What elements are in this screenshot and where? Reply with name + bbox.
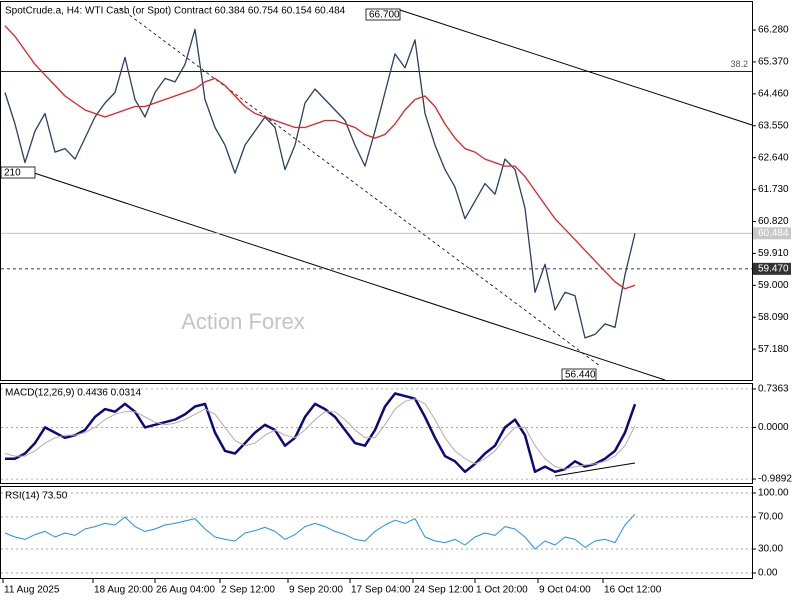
level-label: 38.2 — [730, 59, 748, 69]
annotation: 56.440 — [565, 370, 596, 381]
x-tick-label: 9 Sep 20:00 — [289, 585, 343, 596]
y-tick-label: 60.820 — [758, 216, 789, 227]
y-tick-label: 57.180 — [758, 344, 789, 355]
y-tick-label: -0.9892 — [758, 474, 792, 485]
rsi-panel-frame — [0, 486, 753, 579]
x-tick-label: 1 Oct 20:00 — [476, 585, 528, 596]
series-line — [4, 25, 636, 290]
series-line — [5, 392, 637, 474]
y-tick-label: 0.00 — [758, 568, 778, 579]
channel-upper — [399, 9, 753, 126]
annotation-box — [365, 8, 401, 21]
annotation: 66.700 — [369, 10, 400, 21]
y-tick-label: 30.00 — [758, 544, 783, 555]
y-tick-label: 61.730 — [758, 184, 789, 195]
y-tick-label: 0.7363 — [758, 384, 789, 395]
y-tick-label: 65.370 — [758, 57, 789, 68]
channel-lower — [24, 169, 666, 381]
x-tick-label: 2 Sep 12:00 — [221, 585, 275, 596]
price-label: 59.470 — [758, 263, 789, 274]
macd-panel-frame — [0, 383, 753, 484]
panel-title: SpotCrude.a, H4: WTI Cash (or Spot) Cont… — [5, 6, 346, 17]
x-tick-label: 11 Aug 2025 — [4, 585, 60, 596]
panel-title: MACD(12,26,9) 0.4436 0.0314 — [5, 388, 142, 399]
y-tick-label: 59.910 — [758, 248, 789, 259]
watermark: Action Forex — [181, 309, 305, 334]
x-tick-label: 18 Aug 20:00 — [94, 585, 153, 596]
x-tick-label: 26 Aug 04:00 — [156, 585, 215, 596]
annotation-box — [561, 368, 597, 381]
panel-title: RSI(14) 73.50 — [5, 491, 68, 502]
y-tick-label: 100.00 — [758, 488, 789, 499]
y-tick-label: 59.000 — [758, 280, 789, 291]
x-tick-label: 9 Oct 04:00 — [539, 585, 591, 596]
price-label-box — [753, 262, 791, 275]
y-tick-label: 64.460 — [758, 89, 789, 100]
x-tick-label: 24 Sep 12:00 — [414, 585, 474, 596]
price-label-box — [753, 227, 791, 240]
y-tick-label: 70.00 — [758, 512, 783, 523]
price-panel-frame — [0, 1, 753, 381]
price-label: 60.484 — [758, 228, 789, 239]
annotation: 210 — [4, 168, 21, 179]
series-line — [4, 398, 636, 470]
x-tick-label: 17 Sep 04:00 — [351, 585, 411, 596]
y-tick-label: 0.0000 — [758, 422, 789, 433]
annotation-box — [0, 166, 36, 179]
macd-trend-line — [554, 462, 636, 477]
y-tick-label: 58.090 — [758, 312, 789, 323]
x-tick-label: 16 Oct 12:00 — [604, 585, 662, 596]
y-tick-label: 66.280 — [758, 25, 789, 36]
series-line — [4, 513, 636, 550]
y-tick-label: 63.550 — [758, 120, 789, 131]
trend-line-dashed — [119, 7, 601, 367]
series-line — [4, 28, 636, 339]
y-tick-label: 62.640 — [758, 152, 789, 163]
